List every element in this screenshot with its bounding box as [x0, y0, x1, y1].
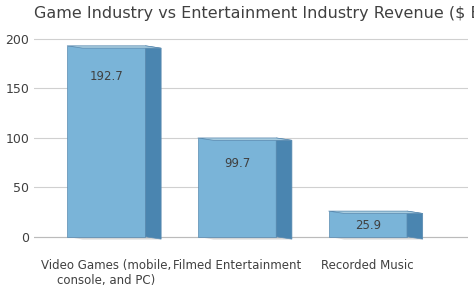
Polygon shape [198, 138, 292, 140]
Text: 25.9: 25.9 [355, 219, 381, 232]
Polygon shape [328, 211, 423, 214]
Polygon shape [276, 138, 292, 239]
Polygon shape [198, 138, 276, 237]
Polygon shape [407, 211, 423, 239]
Polygon shape [328, 211, 407, 237]
Polygon shape [198, 237, 292, 239]
Polygon shape [67, 46, 161, 48]
Text: Game Industry vs Entertainment Industry Revenue ($ Bn): Game Industry vs Entertainment Industry … [34, 6, 474, 21]
Text: 192.7: 192.7 [89, 70, 123, 83]
Polygon shape [67, 237, 161, 239]
Polygon shape [67, 46, 146, 237]
Polygon shape [328, 237, 423, 239]
Text: 99.7: 99.7 [224, 157, 250, 170]
Polygon shape [146, 46, 161, 239]
